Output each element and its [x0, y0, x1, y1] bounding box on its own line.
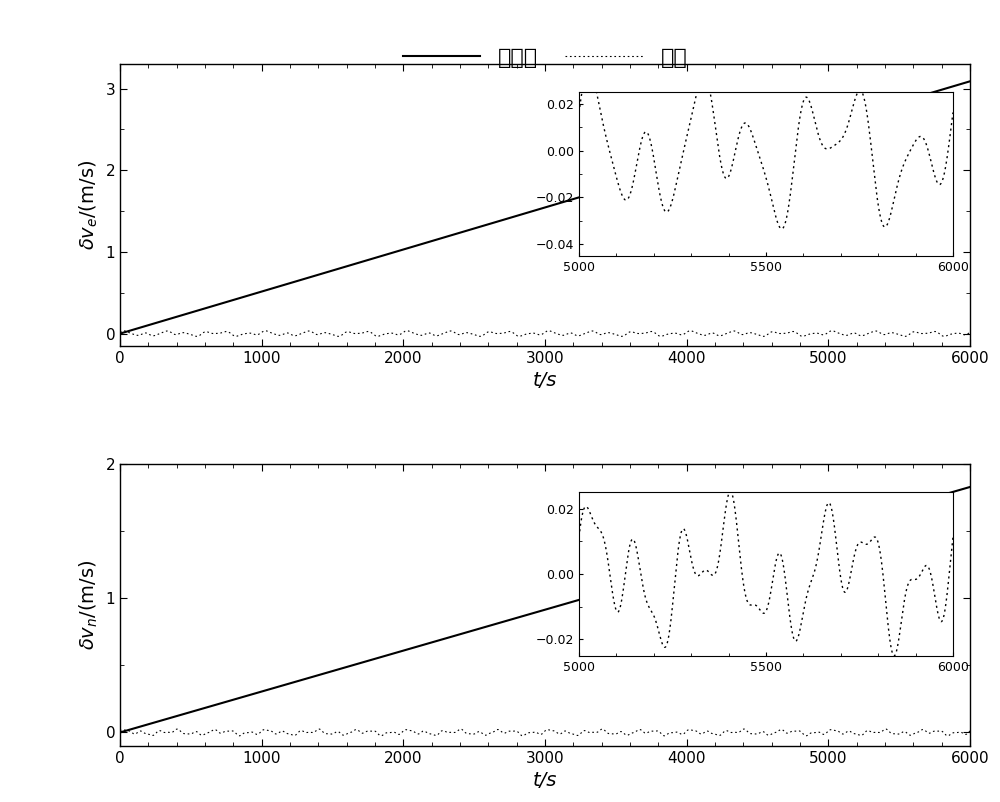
- Legend: 未旋转, 旋转: 未旋转, 旋转: [394, 38, 696, 76]
- X-axis label: t/s: t/s: [533, 772, 557, 790]
- X-axis label: t/s: t/s: [533, 371, 557, 391]
- Y-axis label: $\delta v_e$/(m/s): $\delta v_e$/(m/s): [78, 160, 100, 250]
- Y-axis label: $\delta v_n$/(m/s): $\delta v_n$/(m/s): [78, 560, 100, 650]
